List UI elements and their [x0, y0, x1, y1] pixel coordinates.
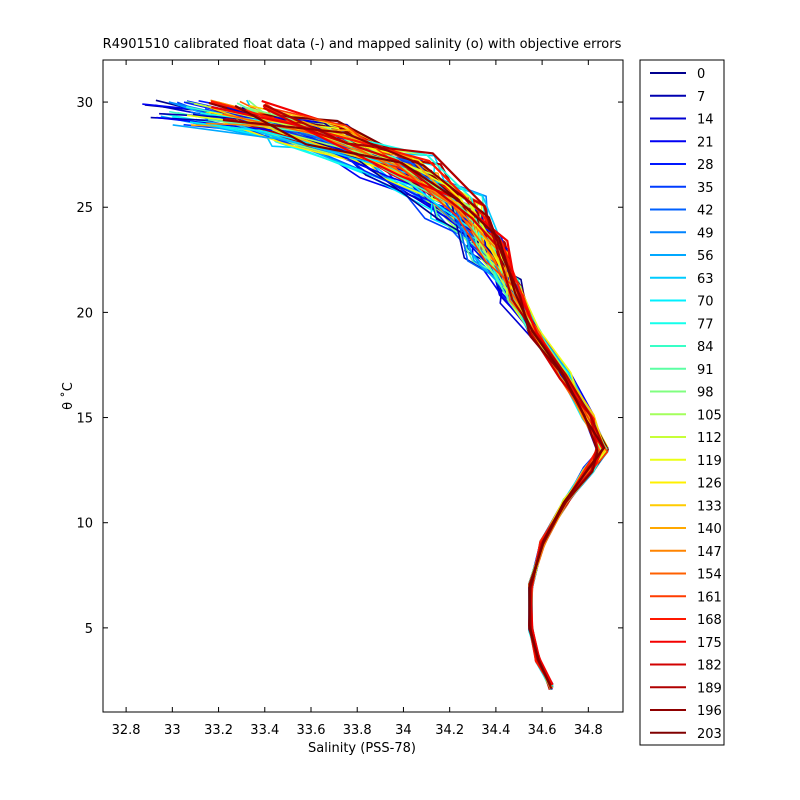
y-axis: 5 10 15 20 25 30 [76, 96, 623, 637]
legend-label: 7 [697, 90, 705, 105]
legend: 0 7 14 21 28 35 42 49 56 63 70 77 84 91 98 105 112 119 126… [639, 59, 725, 746]
legend-label: 91 [697, 363, 714, 378]
legend-label: 35 [697, 181, 714, 196]
legend-label: 126 [697, 477, 722, 492]
x-axis: 32.8 33 33.2 33.4 33.6 33.8 34 34.2 34.4 34.6 34.8 [112, 60, 603, 738]
legend-label: 49 [697, 226, 714, 241]
legend-label: 196 [697, 704, 722, 719]
y-axis-title: θ ˚C [60, 382, 76, 410]
profile-lines [142, 99, 609, 691]
legend-label: 14 [697, 113, 714, 128]
legend-label: 119 [697, 454, 722, 469]
x-tick-label: 33.2 [204, 723, 233, 738]
legend-label: 105 [697, 408, 722, 423]
legend-label: 98 [697, 386, 714, 401]
y-tick-label: 30 [76, 96, 93, 111]
plot-area [103, 60, 623, 712]
x-tick-label: 34.2 [435, 723, 464, 738]
legend-label: 21 [697, 135, 714, 150]
legend-label: 140 [697, 522, 722, 537]
x-axis-title: Salinity (PSS-78) [308, 741, 416, 756]
x-tick-label: 34.6 [528, 723, 557, 738]
legend-items: 0 7 14 21 28 35 42 49 56 63 70 77 84 91 98 105 112 119 126… [650, 67, 722, 742]
legend-label: 28 [697, 158, 714, 173]
y-tick-label: 20 [76, 306, 93, 321]
y-tick-label: 10 [76, 517, 93, 532]
x-tick-label: 34 [395, 723, 412, 738]
x-tick-label: 32.8 [112, 723, 141, 738]
legend-label: 42 [697, 204, 714, 219]
y-tick-label: 15 [76, 412, 93, 427]
legend-label: 189 [697, 681, 722, 696]
x-tick-label: 34.4 [481, 723, 510, 738]
x-tick-label: 33.6 [297, 723, 326, 738]
legend-label: 133 [697, 499, 722, 514]
x-tick-label: 33 [164, 723, 181, 738]
legend-label: 63 [697, 272, 714, 287]
legend-label: 70 [697, 295, 714, 310]
y-tick-label: 25 [76, 201, 93, 216]
x-tick-label: 33.4 [250, 723, 279, 738]
plot-frame [102, 59, 624, 713]
legend-label: 56 [697, 249, 714, 264]
legend-label: 203 [697, 727, 722, 742]
legend-label: 182 [697, 659, 722, 674]
legend-label: 84 [697, 340, 714, 355]
legend-label: 161 [697, 590, 722, 605]
x-tick-label: 33.8 [343, 723, 372, 738]
legend-label: 112 [697, 431, 722, 446]
chart-title: R4901510 calibrated float data (-) and m… [103, 37, 622, 52]
legend-label: 168 [697, 613, 722, 628]
profile-line [234, 104, 606, 687]
legend-label: 0 [697, 67, 705, 82]
legend-label: 175 [697, 636, 722, 651]
y-tick-label: 5 [85, 622, 93, 637]
legend-label: 147 [697, 545, 722, 560]
legend-label: 77 [697, 317, 714, 332]
legend-box [639, 59, 725, 746]
legend-label: 154 [697, 568, 722, 583]
x-tick-label: 34.8 [574, 723, 603, 738]
